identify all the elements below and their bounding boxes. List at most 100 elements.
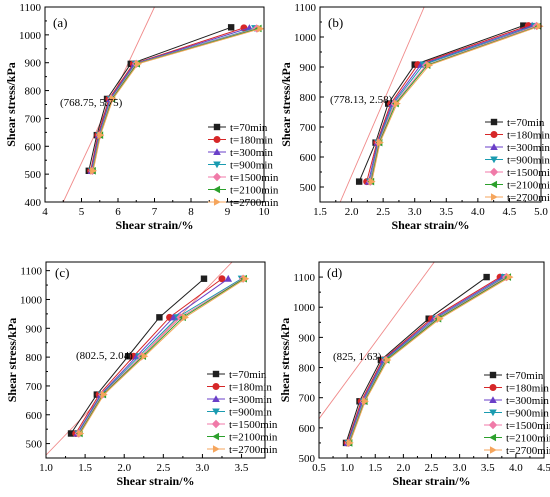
- y-tick-label: 700: [300, 122, 317, 134]
- data-point: [368, 177, 376, 186]
- x-tick-label: 3.5: [439, 206, 453, 218]
- legend-marker: [213, 136, 221, 143]
- legend-marker: [213, 123, 221, 131]
- x-tick-label: 6: [115, 206, 121, 218]
- chart-panel-1: 4 5 6 7 8 9 10 400 500 600 700 800 900 1000 1100 Shear …: [4, 2, 279, 232]
- x-tick-label: 1.5: [368, 462, 382, 474]
- legend-entry: t=2700min: [230, 197, 279, 209]
- data-point: [506, 273, 514, 281]
- legend-entry: t=2700min: [229, 444, 278, 456]
- data-point: [90, 167, 97, 175]
- legend: t=70mint=180mint=300mint=900mint=1500min…: [208, 122, 279, 209]
- legend-entry: t=2100min: [229, 432, 278, 444]
- data-point: [483, 273, 490, 281]
- y-tick-label: 700: [25, 113, 42, 125]
- legend-marker: [488, 420, 498, 430]
- x-tick-label: 2.5: [376, 206, 390, 218]
- x-tick-label: 5: [79, 206, 85, 218]
- legend-marker: [212, 383, 220, 390]
- x-tick-label: 7: [152, 206, 158, 218]
- x-tick-label: 2.0: [117, 462, 131, 474]
- y-tick-label: 1000: [19, 30, 42, 42]
- y-tick-label: 500: [25, 169, 42, 181]
- legend-marker: [489, 409, 497, 417]
- data-point: [355, 178, 363, 185]
- legend-entry: t=300min: [230, 147, 273, 159]
- legend-entry: t=300min: [229, 394, 272, 406]
- legend-marker: [490, 131, 498, 138]
- legend-entry: t=1500min: [506, 420, 550, 432]
- legend-marker: [489, 167, 499, 177]
- legend: t=70mint=180mint=300mint=900mint=1500min…: [485, 117, 550, 204]
- x-tick-label: 4.5: [503, 206, 517, 218]
- y-tick-label: 1100: [294, 2, 316, 14]
- legend-marker: [490, 156, 498, 164]
- y-tick-label: 500: [26, 439, 43, 451]
- reference-line: [319, 262, 435, 420]
- y-tick-label: 700: [26, 381, 43, 393]
- x-tick-label: 3.0: [196, 462, 210, 474]
- legend-marker: [212, 432, 220, 441]
- y-axis-title: Shear stress/kPa: [4, 62, 18, 147]
- legend-entry: t=1500min: [230, 172, 279, 184]
- legend-marker: [213, 198, 221, 206]
- legend-entry: t=70min: [507, 117, 545, 129]
- legend-entry: t=2100min: [506, 433, 550, 445]
- point-annotation: (825, 1.63): [333, 351, 382, 363]
- legend-marker: [489, 433, 497, 442]
- legend-marker: [212, 172, 222, 182]
- legend-entry: t=300min: [506, 395, 549, 407]
- legend-entry: t=2100min: [507, 180, 550, 192]
- legend-entry: t=180min: [507, 130, 550, 142]
- y-tick-label: 1000: [294, 32, 317, 44]
- y-axis-title: Shear stress/kPa: [5, 318, 19, 403]
- legend-marker: [490, 180, 498, 189]
- legend-entry: t=900min: [507, 155, 550, 167]
- legend-marker: [489, 396, 497, 404]
- y-axis-title: Shear stress/kPa: [278, 318, 292, 403]
- x-tick-label: 1.0: [39, 462, 53, 474]
- data-point: [218, 275, 226, 283]
- legend-entry: t=2700min: [506, 445, 550, 457]
- y-tick-label: 600: [26, 410, 43, 422]
- data-point: [141, 352, 149, 361]
- x-tick-label: 1.5: [313, 206, 327, 218]
- legend-marker: [212, 445, 220, 453]
- data-point: [77, 429, 85, 438]
- y-tick-label: 1100: [19, 2, 41, 14]
- legend-entry: t=70min: [230, 122, 268, 134]
- legend-entry: t=900min: [506, 408, 549, 420]
- legend-marker: [489, 446, 497, 454]
- legend-entry: t=1500min: [507, 167, 550, 179]
- y-tick-label: 500: [299, 453, 316, 465]
- x-tick-label: 10: [259, 206, 271, 218]
- legend-marker: [213, 185, 221, 194]
- y-axis-title: Shear stress/kPa: [279, 62, 293, 147]
- x-tick-label: 4: [42, 206, 48, 218]
- legend-marker: [490, 193, 498, 201]
- y-tick-label: 1000: [293, 302, 316, 314]
- x-tick-label: 1.5: [78, 462, 92, 474]
- y-tick-label: 700: [299, 393, 316, 405]
- x-tick-label: 4.5: [537, 462, 550, 474]
- y-tick-label: 500: [300, 182, 317, 194]
- x-tick-label: 0.5: [312, 462, 326, 474]
- data-point: [384, 356, 392, 364]
- x-tick-label: 3.0: [408, 206, 422, 218]
- legend-marker: [213, 148, 221, 156]
- data-point: [520, 22, 527, 29]
- x-tick-label: 5.0: [534, 206, 548, 218]
- legend-marker: [489, 384, 497, 391]
- legend-marker: [212, 370, 220, 378]
- y-tick-label: 1100: [293, 272, 315, 284]
- point-annotation: (768.75, 5.75): [60, 97, 123, 109]
- data-point: [436, 314, 444, 323]
- x-tick-label: 2.5: [425, 462, 439, 474]
- legend-marker: [490, 118, 498, 126]
- data-point: [156, 314, 163, 321]
- legend-entry: t=180min: [506, 383, 549, 395]
- data-point: [200, 275, 208, 282]
- data-point: [393, 99, 401, 108]
- legend-marker: [213, 161, 221, 169]
- x-tick-label: 2.5: [156, 462, 170, 474]
